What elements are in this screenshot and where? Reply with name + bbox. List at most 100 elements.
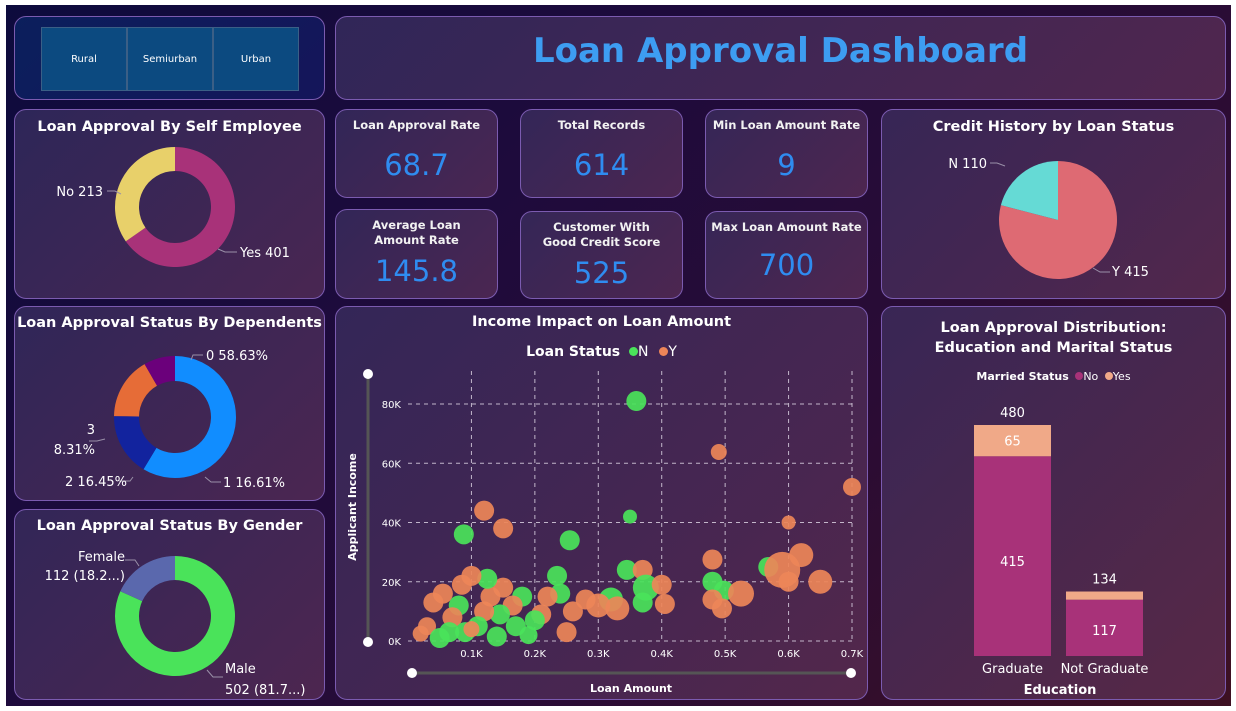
legend-dot-yes[interactable] bbox=[1104, 372, 1113, 380]
bar-total-label: 134 bbox=[1092, 573, 1117, 588]
y-tick-label: 60K bbox=[382, 459, 402, 470]
credit-history-title: Credit History by Loan Status bbox=[932, 119, 1175, 135]
y-tick-label: 80K bbox=[382, 400, 402, 411]
education-marital-panel: Loan Approval Distribution: Education an… bbox=[881, 306, 1226, 700]
label-no: No 213 bbox=[56, 185, 103, 200]
point-y bbox=[463, 621, 480, 638]
point-y bbox=[412, 625, 429, 642]
bar-segment-yes bbox=[1066, 591, 1143, 600]
y-tick-label: 0K bbox=[388, 637, 401, 648]
leader-line bbox=[89, 438, 106, 442]
point-y bbox=[575, 589, 596, 610]
point-n bbox=[486, 626, 507, 647]
x-tick-label: 0.7K bbox=[841, 649, 864, 660]
point-n bbox=[623, 509, 637, 524]
slice-yes bbox=[125, 147, 235, 267]
x-tick-label: 0.4K bbox=[650, 649, 673, 660]
dashboard-canvas: Rural Semiurban Urban Loan Approval Dash… bbox=[6, 5, 1231, 706]
legend-label-n[interactable]: N bbox=[638, 344, 649, 360]
slice-no bbox=[114, 147, 175, 242]
y-zoom-slider-handle-bottom[interactable] bbox=[363, 637, 373, 647]
kpi-value: 700 bbox=[758, 248, 815, 282]
gender-title: Loan Approval Status By Gender bbox=[36, 518, 303, 534]
x-tick-label: 0.3K bbox=[587, 649, 610, 660]
bar-segment-label-no: 415 bbox=[1000, 555, 1025, 570]
kpi-label: Total Records bbox=[557, 118, 646, 132]
point-y bbox=[556, 622, 577, 643]
bar-segment-no bbox=[974, 456, 1051, 656]
label-yes: Yes 401 bbox=[239, 246, 290, 261]
slicer-urban[interactable]: Urban bbox=[213, 27, 299, 91]
leader-line bbox=[204, 476, 221, 483]
slicer-semiurban[interactable]: Semiurban bbox=[127, 27, 213, 91]
point-y bbox=[711, 598, 732, 619]
kpi-value: 614 bbox=[573, 148, 630, 182]
legend-dot-no[interactable] bbox=[1075, 372, 1084, 380]
label-n: N 110 bbox=[948, 157, 987, 172]
legend-label-y[interactable]: Y bbox=[668, 344, 677, 360]
gender-panel: Loan Approval Status By Gender Female 112… bbox=[14, 509, 325, 700]
point-y bbox=[702, 549, 723, 570]
point-y bbox=[710, 443, 727, 460]
self-employee-panel: Loan Approval By Self Employee No 213 Yes… bbox=[14, 109, 325, 299]
kpi-label: Loan Approval Rate bbox=[352, 118, 481, 132]
income-scatter-panel: Income Impact on Loan Amount Loan Status… bbox=[335, 306, 868, 700]
x-tick-label: 0.1K bbox=[460, 649, 483, 660]
point-y bbox=[474, 500, 495, 521]
legend-title: Married Status bbox=[976, 370, 1069, 383]
legend-dot-n[interactable] bbox=[629, 347, 638, 356]
x-tick-label: 0.6K bbox=[777, 649, 800, 660]
point-n bbox=[453, 524, 474, 545]
header-panel: Loan Approval Dashboard bbox=[335, 16, 1226, 100]
kpi-label: Min Loan Amount Rate bbox=[712, 118, 861, 132]
point-n bbox=[489, 604, 510, 625]
bar-legend: Married Status No Yes bbox=[882, 370, 1225, 383]
x-zoom-slider-handle-right[interactable] bbox=[846, 668, 856, 678]
point-n bbox=[559, 530, 580, 551]
label-dep-1: 1 16.61% bbox=[223, 476, 285, 491]
label-y: Y 415 bbox=[1111, 265, 1149, 280]
income-scatter-chart: 0.1K 0.2K 0.3K 0.4K 0.5K 0.6K 0.7K 0K 20K 40K 60K 8… bbox=[346, 369, 864, 695]
label-female-value: 112 (18.2...) bbox=[45, 569, 125, 584]
self-employee-title: Loan Approval By Self Employee bbox=[37, 119, 302, 135]
bar-total-label: 480 bbox=[1000, 406, 1025, 421]
leader-line bbox=[206, 669, 223, 678]
label-male-value: 502 (81.7...) bbox=[225, 683, 305, 698]
point-y bbox=[843, 477, 861, 496]
dependents-panel: Loan Approval Status By Dependents 0 58.… bbox=[14, 306, 325, 501]
leader-line bbox=[990, 162, 1006, 167]
kpi-min-loan-amount: Min Loan Amount Rate 9 bbox=[705, 109, 868, 198]
scatter-grid bbox=[408, 371, 853, 642]
x-tick-label: 0.5K bbox=[714, 649, 737, 660]
point-y bbox=[778, 571, 799, 592]
kpi-average-loan-amount: Average Loan Amount Rate 145.8 bbox=[335, 209, 498, 299]
kpi-label: Max Loan Amount Rate bbox=[711, 220, 862, 234]
kpi-label: Customer With Good Credit Score bbox=[542, 220, 661, 249]
slicer-rural[interactable]: Rural bbox=[41, 27, 127, 91]
slice-3 bbox=[144, 356, 175, 386]
point-y bbox=[728, 580, 754, 607]
bar-segment-no bbox=[1066, 599, 1143, 656]
point-y bbox=[781, 515, 796, 530]
x-zoom-slider-handle-left[interactable] bbox=[407, 668, 417, 678]
kpi-value: 145.8 bbox=[374, 254, 459, 288]
point-y bbox=[654, 593, 675, 614]
y-axis-title: Applicant Income bbox=[346, 453, 359, 561]
dependents-title: Loan Approval Status By Dependents bbox=[17, 315, 322, 331]
dependents-donut-chart: 0 58.63% 1 16.61% 2 16.45% 3 8.31% bbox=[54, 349, 285, 491]
y-tick-label: 20K bbox=[382, 578, 402, 589]
point-y bbox=[451, 574, 472, 595]
leader-line bbox=[125, 559, 140, 567]
legend-label-yes[interactable]: Yes bbox=[1112, 370, 1131, 383]
point-n bbox=[632, 592, 653, 613]
point-y bbox=[562, 601, 583, 622]
y-zoom-slider-handle-top[interactable] bbox=[363, 369, 373, 379]
slice-male bbox=[115, 556, 235, 676]
x-axis-title: Education bbox=[1024, 683, 1097, 698]
point-n bbox=[524, 610, 545, 631]
kpi-value: 68.7 bbox=[384, 148, 449, 182]
label-dep-0: 0 58.63% bbox=[206, 349, 268, 364]
legend-dot-y[interactable] bbox=[659, 347, 669, 356]
legend-label-no[interactable]: No bbox=[1083, 370, 1099, 383]
kpi-label: Average Loan Amount Rate bbox=[372, 218, 461, 247]
